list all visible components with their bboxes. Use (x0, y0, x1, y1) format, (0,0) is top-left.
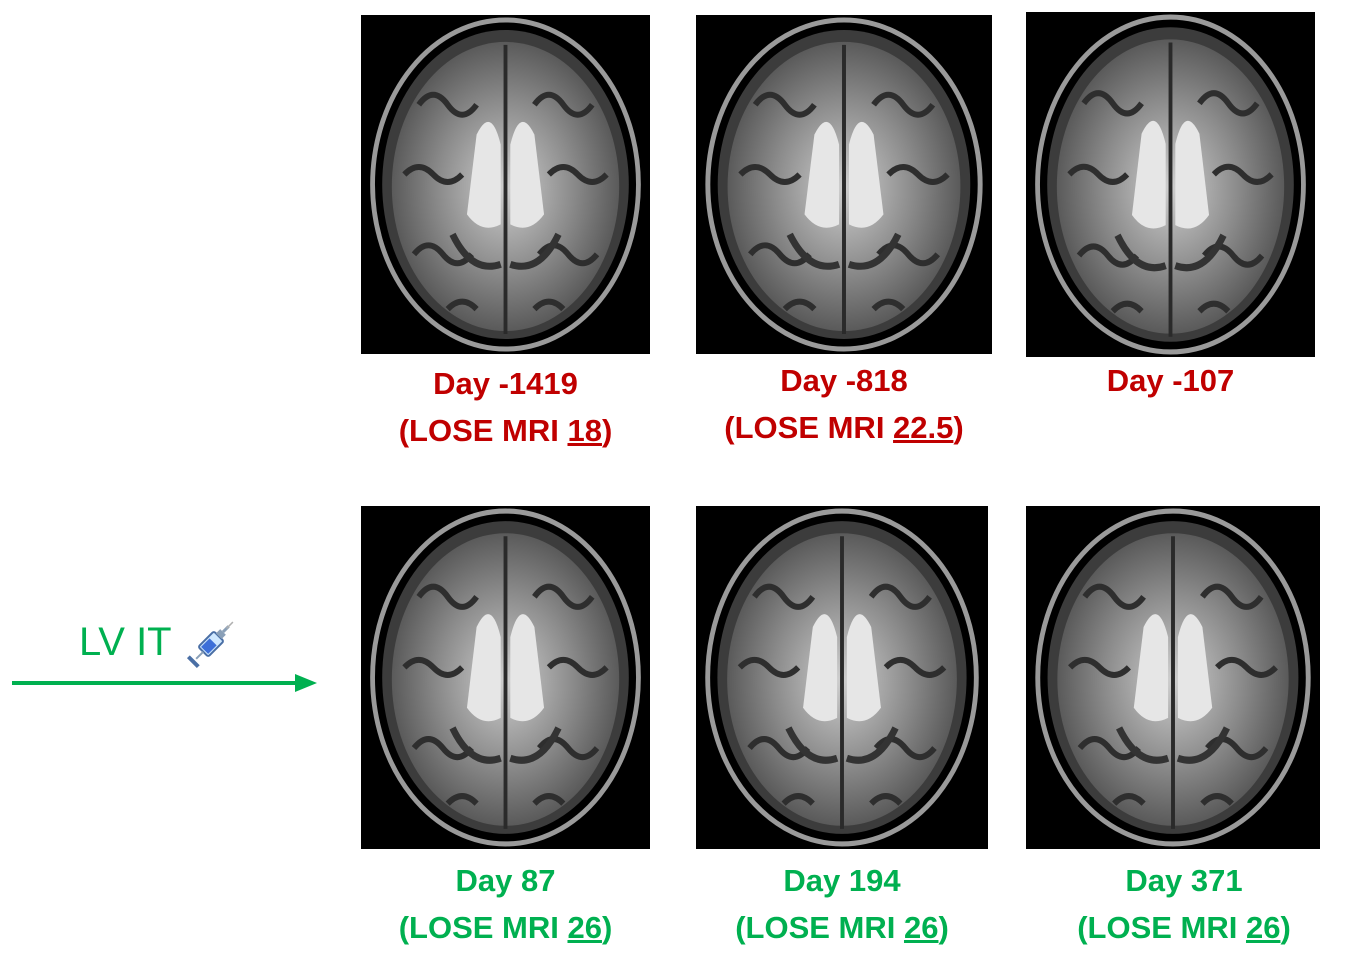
caption-day-minus-1419: Day -1419 (LOSE MRI 18) (361, 360, 650, 454)
lose-mri-score: (LOSE MRI 26) (398, 910, 613, 945)
mri-scan-day-87 (361, 506, 650, 849)
lose-mri-score: (LOSE MRI 22.5) (724, 410, 964, 445)
score-value: 22.5 (893, 410, 954, 445)
caption-day-87: Day 87 (LOSE MRI 26) (361, 857, 650, 951)
score-value: 18 (567, 413, 602, 448)
lose-mri-score: (LOSE MRI 26) (1077, 910, 1291, 945)
score-value: 26 (567, 910, 602, 945)
caption-day-371: Day 371 (LOSE MRI 26) (1026, 857, 1342, 951)
lose-mri-score: (LOSE MRI 26) (735, 910, 949, 945)
day-label: Day -1419 (433, 366, 578, 401)
score-value: 26 (1245, 910, 1281, 945)
treatment-label: LV IT (79, 620, 172, 664)
mri-scan-day-194 (696, 506, 988, 849)
caption-day-194: Day 194 (LOSE MRI 26) (696, 857, 988, 951)
day-label: Day -818 (780, 363, 908, 398)
mri-scan-day-minus-1419 (361, 15, 650, 354)
caption-day-minus-818: Day -818 (LOSE MRI 22.5) (696, 357, 992, 451)
treatment-arrow (12, 674, 317, 692)
mri-scan-day-minus-818 (696, 15, 992, 354)
score-value: 26 (903, 910, 939, 945)
lose-mri-score: (LOSE MRI 18) (398, 413, 613, 448)
syringe-icon (186, 621, 234, 669)
day-label: Day 87 (455, 863, 556, 898)
caption-day-minus-107: Day -107 (1026, 357, 1315, 404)
day-label: Day 194 (783, 863, 901, 898)
day-label: Day 371 (1125, 863, 1243, 898)
day-label: Day -107 (1106, 363, 1235, 398)
mri-scan-day-minus-107 (1026, 12, 1315, 357)
mri-scan-day-371 (1026, 506, 1320, 849)
